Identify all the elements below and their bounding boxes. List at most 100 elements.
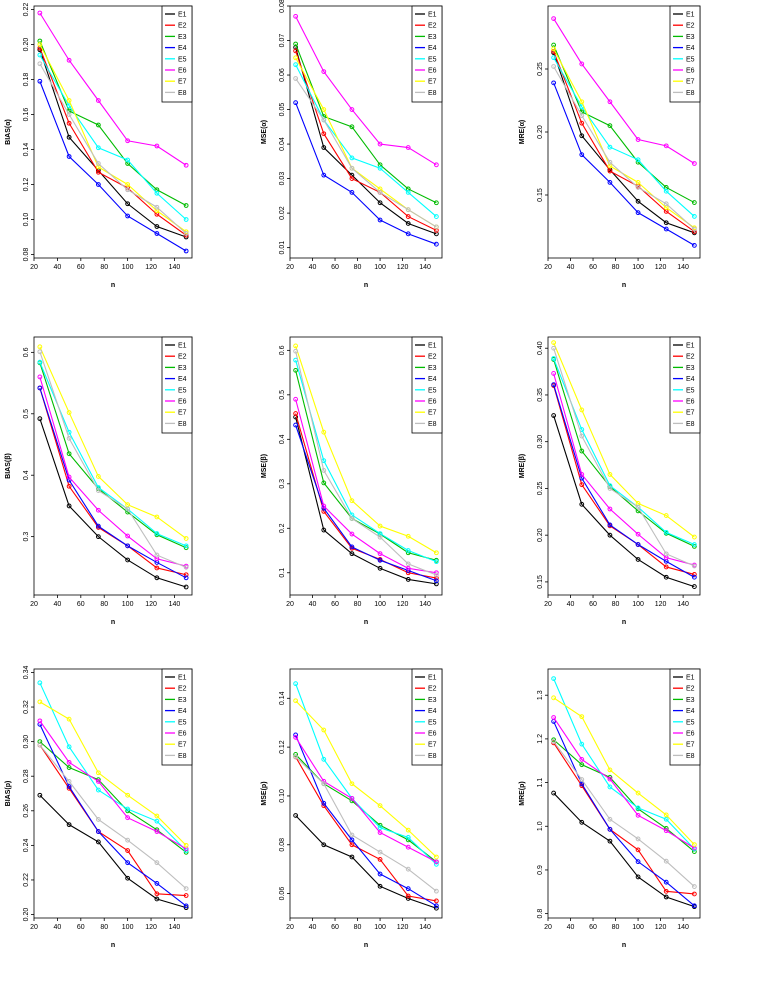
data-point-E4 <box>95 829 101 834</box>
y-axis-label: MRE(β) <box>519 454 526 479</box>
data-point-E2 <box>154 891 160 897</box>
data-point-E4 <box>125 543 131 549</box>
x-axis-label: n <box>622 619 626 626</box>
x-tick-label: 120 <box>397 601 409 608</box>
data-point-E7 <box>125 182 131 187</box>
series-line-E6 <box>39 720 187 850</box>
panel-1: 20 40 60 80 100 120 140 0.08 0.10 0.12 0.14 0.16 0.1… <box>5 3 193 289</box>
data-point-E7 <box>663 812 669 818</box>
data-point-E8 <box>551 345 557 351</box>
series-line-E7 <box>39 346 187 539</box>
data-point-E5 <box>154 531 160 536</box>
data-point-E5 <box>293 62 299 68</box>
plot-frame <box>547 336 701 596</box>
data-point-E6 <box>433 162 439 168</box>
y-tick-label: 1.1 <box>537 778 544 788</box>
legend-label-E3: E3 <box>178 697 187 704</box>
data-point-E6 <box>551 16 557 22</box>
series-line-E3 <box>39 40 187 206</box>
data-point-E4 <box>405 231 411 237</box>
x-tick-label: 20 <box>544 924 552 931</box>
data-point-E8 <box>349 832 355 838</box>
series-line-E6 <box>295 16 437 166</box>
data-point-E6 <box>607 99 613 105</box>
data-point-E6 <box>607 506 613 512</box>
data-point-E7 <box>663 513 669 518</box>
legend-label-E8: E8 <box>428 421 437 428</box>
legend-label-E1: E1 <box>178 12 187 19</box>
data-point-E7 <box>66 410 72 415</box>
legend-label-E8: E8 <box>686 753 695 760</box>
data-point-E5 <box>691 214 697 219</box>
series-line-E7 <box>295 345 437 554</box>
legend: E1 E2 E3 E4 E5 E6 E7 E8 <box>161 668 193 766</box>
data-point-E5 <box>377 165 383 171</box>
data-point-E8 <box>433 572 439 578</box>
data-point-E7 <box>95 770 101 776</box>
series-line-E6 <box>295 399 437 574</box>
series-line-E2 <box>295 756 437 902</box>
x-tick-label: 140 <box>419 924 431 931</box>
legend-label-E4: E4 <box>686 45 695 52</box>
legend-label-E3: E3 <box>428 365 437 372</box>
data-point-E2 <box>691 572 697 577</box>
legend: E1 E2 E3 E4 E5 E6 E7 E8 <box>411 668 443 766</box>
x-tick-label: 80 <box>612 601 620 608</box>
legend-label-E4: E4 <box>428 376 437 383</box>
legend-label-E2: E2 <box>178 23 187 30</box>
series-line-E2 <box>553 51 695 232</box>
legend-label-E7: E7 <box>686 742 695 749</box>
legend-label-E4: E4 <box>686 376 695 383</box>
legend-label-E6: E6 <box>428 731 437 738</box>
data-point-E8 <box>37 742 43 748</box>
legend-box <box>161 668 193 766</box>
x-tick-label: 20 <box>286 924 294 931</box>
data-point-E2 <box>579 120 585 126</box>
series-line-E4 <box>39 387 187 579</box>
x-tick-label: 40 <box>309 924 317 931</box>
data-point-E8 <box>37 349 43 355</box>
x-axis-label: n <box>364 942 368 949</box>
data-point-E2 <box>377 857 383 862</box>
data-point-E8 <box>377 849 383 855</box>
legend-label-E1: E1 <box>686 675 695 682</box>
y-axis-label: MRE(α) <box>519 120 526 145</box>
data-point-E8 <box>405 207 411 213</box>
data-point-E1 <box>635 874 641 880</box>
data-point-E7 <box>691 534 697 540</box>
data-point-E7 <box>579 407 585 413</box>
y-axis-label: BIAS(α) <box>5 119 12 145</box>
data-point-E4 <box>66 477 72 483</box>
data-point-E1 <box>66 822 72 828</box>
y-tick-label: 0.08 <box>23 248 30 262</box>
x-tick-label: 140 <box>677 601 689 608</box>
data-point-E5 <box>37 52 43 58</box>
data-point-E5 <box>321 756 327 762</box>
y-tick-label: 0.5 <box>23 409 30 419</box>
data-point-E2 <box>95 169 101 175</box>
x-tick-label: 40 <box>309 601 317 608</box>
data-point-E2 <box>433 575 439 581</box>
x-tick-label: 40 <box>309 264 317 271</box>
data-point-E8 <box>183 564 189 570</box>
data-point-E1 <box>154 224 160 229</box>
legend-label-E4: E4 <box>428 708 437 715</box>
data-point-E4 <box>579 781 585 787</box>
data-point-E7 <box>125 792 131 798</box>
data-point-E5 <box>95 145 101 151</box>
y-tick-label: 0.20 <box>23 908 30 922</box>
data-point-E4 <box>293 100 299 106</box>
data-point-E3 <box>66 451 72 457</box>
series-line-E5 <box>295 64 437 217</box>
y-tick-label: 0.8 <box>537 909 544 919</box>
data-point-E1 <box>154 896 160 902</box>
legend-label-E7: E7 <box>428 742 437 749</box>
series-line-E1 <box>39 794 187 909</box>
data-point-E8 <box>663 858 669 864</box>
data-point-E7 <box>433 550 439 556</box>
y-tick-label: 0.10 <box>279 789 286 803</box>
data-point-E3 <box>66 765 72 770</box>
panel-2: 20 40 60 80 100 120 140 0.01 0.02 0.03 0.04 0.05 0.0… <box>261 0 443 289</box>
y-tick-label: 0.20 <box>537 125 544 139</box>
series-line-E2 <box>553 742 695 895</box>
